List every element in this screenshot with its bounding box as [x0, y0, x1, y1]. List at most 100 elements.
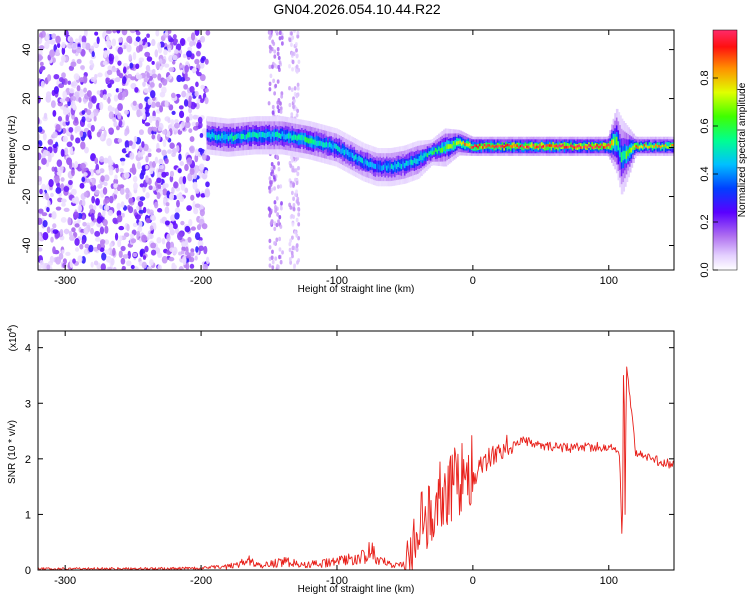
- spectrogram-ridge-cell: [260, 132, 263, 138]
- snr-multiplier-base: (x10: [8, 331, 19, 351]
- spectrogram-noise-cell: [114, 232, 119, 241]
- spectrogram-noise-cell: [38, 133, 41, 141]
- spectrogram-noise-cell: [102, 209, 106, 216]
- spectrogram-noise-cell: [74, 91, 80, 98]
- spectrogram-noise-cell: [56, 42, 61, 49]
- spectrogram-ridge-cell: [279, 133, 283, 139]
- spectrogram-interference-cell: [294, 41, 298, 47]
- spectrogram-ridge-cell: [643, 143, 647, 147]
- spectrogram-ridge-cell: [658, 144, 661, 148]
- spectrogram-interference-cell: [297, 222, 301, 227]
- spectrogram-noise-cell: [172, 147, 178, 154]
- spectrogram-noise-cell: [195, 122, 199, 127]
- spectrogram-interference-cell: [270, 162, 274, 167]
- spectrogram-noise-cell: [199, 133, 204, 138]
- spectrogram-noise-cell: [60, 177, 65, 182]
- spectrogram-noise-cell: [157, 42, 161, 50]
- spectrogram-noise-cell: [58, 83, 65, 89]
- spectrogram-noise-cell: [64, 228, 69, 235]
- spectrogram-ridge-cell: [527, 145, 531, 149]
- spectrogram-ridge-cell: [496, 145, 500, 148]
- spectrogram-ridge-cell: [211, 132, 215, 138]
- spectrogram-noise-cell: [184, 71, 188, 80]
- spectrogram-noise-cell: [188, 107, 193, 114]
- spectrogram-ridge-cell: [550, 144, 554, 147]
- spectrogram-noise-cell: [48, 179, 54, 188]
- spectrogram-ridge-cell: [534, 143, 537, 150]
- spectrogram-noise-cell: [136, 205, 140, 211]
- spectrogram-noise-cell: [145, 217, 151, 224]
- spectrogram-ridge-cell: [296, 135, 299, 141]
- spectrogram-noise-cell: [142, 255, 147, 260]
- spectrogram-ridge-cell: [208, 132, 211, 138]
- spectrogram-noise-cell: [101, 125, 105, 131]
- spectrogram-noise-cell: [38, 95, 41, 104]
- spectrogram-noise-cell: [194, 232, 201, 241]
- spectrogram-noise-cell: [70, 188, 77, 196]
- spectrogram-noise-cell: [198, 163, 205, 171]
- spectrogram-ridge-cell: [297, 134, 301, 140]
- spectrogram-ridge-cell: [281, 131, 285, 137]
- spectrogram-interference-cell: [293, 30, 296, 34]
- spectrogram-noise-cell: [155, 30, 160, 37]
- spectrogram-noise-cell: [113, 183, 118, 189]
- spectrogram-noise-cell: [88, 134, 92, 140]
- spectrogram-interference-cell: [270, 255, 274, 260]
- spectrogram-noise-cell: [195, 81, 199, 88]
- spectrogram-noise-cell: [71, 227, 76, 233]
- spectrogram-ridge-cell: [581, 146, 585, 149]
- spectrogram-interference-cell: [274, 30, 278, 33]
- spectrogram-noise-cell: [150, 249, 157, 256]
- spectrogram-ridge-cell: [397, 161, 400, 168]
- spectrogram-noise-cell: [161, 237, 166, 245]
- spectrogram-ridge-cell: [549, 144, 552, 147]
- spectrogram-interference-cell: [277, 161, 281, 166]
- spectrogram-noise-cell: [52, 143, 58, 149]
- spectrogram-noise-cell: [77, 204, 82, 213]
- spectrogram-noise-cell: [103, 181, 108, 187]
- spectrogram-noise-cell: [109, 79, 115, 85]
- spectrogram-noise-cell: [142, 112, 146, 121]
- spectrogram-noise-cell: [130, 76, 136, 81]
- spectrogram-noise-cell: [202, 263, 209, 270]
- spectrogram-noise-cell: [157, 264, 162, 270]
- spectrogram-noise-cell: [177, 231, 183, 241]
- spectrogram-noise-cell: [138, 129, 144, 136]
- spectrogram-noise-cell: [192, 114, 199, 120]
- spectrogram-noise-cell: [47, 39, 52, 45]
- spectrogram-noise-cell: [169, 193, 175, 201]
- y-tick-label: -40: [21, 238, 33, 254]
- spectrogram-interference-cell: [281, 250, 284, 255]
- spectrogram-noise-cell: [60, 183, 65, 192]
- spectrogram-interference-cell: [274, 256, 278, 261]
- spectrogram-ridge-cell: [566, 146, 570, 149]
- spectrogram-noise-cell: [74, 223, 80, 228]
- spectrogram-ridge-cell: [434, 147, 438, 152]
- spectrogram-ridge-cell: [625, 151, 629, 159]
- spectrogram-noise-cell: [141, 261, 147, 269]
- spectrogram-interference-cell: [272, 41, 276, 46]
- spectrogram-noise-cell: [178, 265, 184, 270]
- spectrogram-noise-cell: [128, 197, 134, 204]
- spectrogram-interference-cell: [268, 245, 272, 250]
- spectrogram-ridge-cell: [332, 145, 335, 151]
- spectrogram-noise-cell: [41, 191, 46, 200]
- spectrogram-noise-cell: [87, 123, 92, 129]
- spectrogram-noise-cell: [81, 110, 86, 115]
- spectrogram-noise-cell: [109, 53, 115, 62]
- spectrogram-noise-cell: [145, 192, 150, 199]
- spectrogram-noise-cell: [158, 158, 164, 165]
- spectrogram-ridge-cell: [385, 165, 389, 171]
- spectrogram-interference-cell: [290, 42, 293, 47]
- spectrogram-noise-cell: [161, 78, 168, 86]
- spectrogram-ridge-cell: [333, 143, 337, 149]
- spectrogram-noise-cell: [38, 166, 42, 171]
- spectrogram-noise-cell: [171, 186, 175, 195]
- spectrogram-interference-cell: [296, 165, 300, 171]
- spectrogram-interference-cell: [279, 184, 283, 189]
- spectrogram-noise-cell: [132, 252, 138, 258]
- spectrogram-interference-cell: [291, 67, 294, 72]
- spectrogram-noise-cell: [178, 153, 182, 161]
- spectrogram-noise-cell: [71, 42, 78, 50]
- spectrogram-interference-cell: [269, 73, 273, 79]
